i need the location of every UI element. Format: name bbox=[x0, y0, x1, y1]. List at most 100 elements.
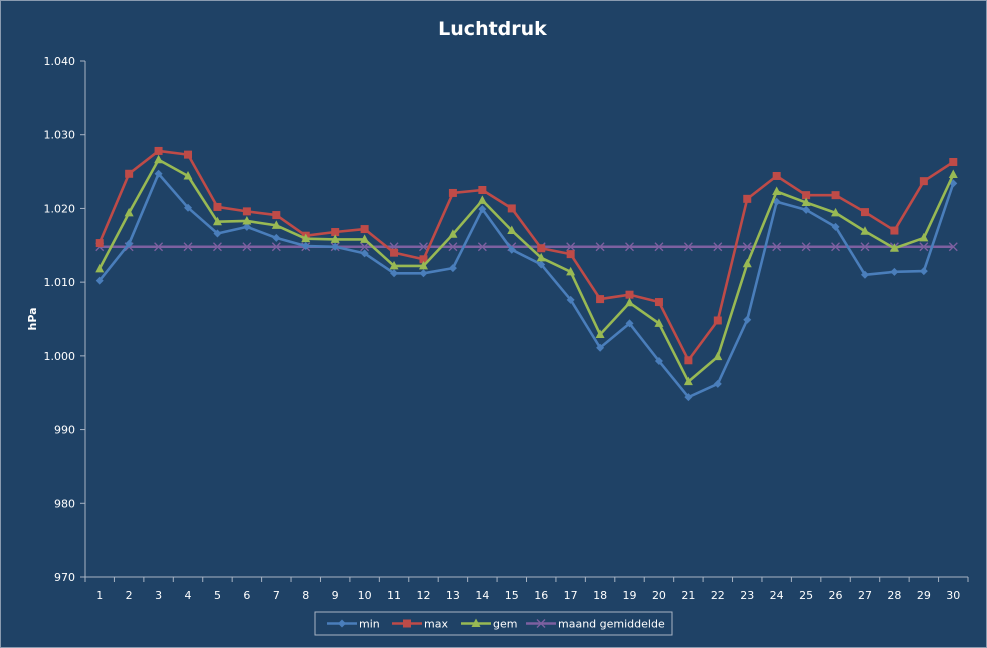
point bbox=[566, 250, 575, 259]
point-x-stroke bbox=[654, 242, 664, 252]
point bbox=[183, 242, 193, 252]
point bbox=[713, 379, 722, 388]
point bbox=[301, 233, 311, 243]
point bbox=[331, 242, 340, 251]
x-tick-label: 1 bbox=[96, 589, 103, 602]
x-tick-label: 10 bbox=[358, 589, 372, 602]
x-tick-label: 27 bbox=[858, 589, 872, 602]
point bbox=[418, 260, 428, 270]
point bbox=[683, 376, 693, 386]
legend-item: max bbox=[392, 618, 448, 631]
point-x-stroke bbox=[212, 242, 222, 252]
point-x-stroke bbox=[183, 242, 193, 252]
x-tick-label: 19 bbox=[623, 589, 637, 602]
point bbox=[403, 619, 411, 628]
point-x-stroke bbox=[683, 242, 693, 252]
point-x-stroke bbox=[360, 242, 370, 252]
point-x-stroke bbox=[713, 242, 723, 252]
point bbox=[802, 205, 811, 214]
point bbox=[184, 203, 193, 212]
point bbox=[242, 215, 252, 225]
point bbox=[742, 242, 752, 252]
legend-item: gem bbox=[461, 618, 517, 631]
x-tick-label: 8 bbox=[302, 589, 309, 602]
x-tick-label: 13 bbox=[446, 589, 460, 602]
point bbox=[390, 248, 399, 257]
point bbox=[95, 276, 104, 285]
series-line bbox=[98, 158, 955, 383]
point bbox=[919, 242, 929, 252]
x-tick-label: 17 bbox=[564, 589, 578, 602]
y-tick-label: 990 bbox=[54, 424, 75, 437]
point bbox=[154, 146, 163, 155]
point bbox=[125, 169, 134, 178]
legend-item: maand gemiddelde bbox=[526, 618, 665, 631]
point bbox=[595, 329, 605, 338]
x-tick-label: 23 bbox=[740, 589, 754, 602]
series-layer bbox=[95, 146, 958, 402]
series-min bbox=[95, 169, 958, 402]
point bbox=[338, 619, 346, 628]
point-x-stroke bbox=[919, 242, 929, 252]
point bbox=[478, 205, 487, 214]
chart-title: Luchtdruk bbox=[438, 18, 547, 40]
point bbox=[684, 356, 693, 365]
point bbox=[154, 154, 164, 164]
point-x-stroke bbox=[477, 242, 487, 252]
point bbox=[742, 258, 752, 268]
point bbox=[831, 191, 840, 200]
point-x-stroke bbox=[271, 242, 281, 252]
point bbox=[713, 351, 723, 361]
x-tick-label: 28 bbox=[887, 589, 901, 602]
point bbox=[625, 297, 635, 307]
point bbox=[271, 242, 281, 252]
point bbox=[212, 242, 222, 252]
point-x-stroke bbox=[154, 242, 164, 252]
point bbox=[625, 319, 634, 328]
x-tick-label: 14 bbox=[475, 589, 489, 602]
point bbox=[802, 191, 811, 200]
point bbox=[331, 228, 340, 237]
point bbox=[301, 242, 310, 251]
point bbox=[419, 269, 428, 278]
y-tick-label: 1.010 bbox=[44, 276, 76, 289]
point bbox=[860, 242, 870, 252]
point bbox=[360, 225, 369, 234]
series-gem bbox=[95, 154, 958, 386]
x-tick-label: 5 bbox=[214, 589, 221, 602]
point bbox=[95, 239, 104, 248]
point bbox=[507, 204, 516, 213]
point-x-stroke bbox=[801, 242, 811, 252]
point bbox=[772, 242, 782, 252]
x-tick-label: 25 bbox=[799, 589, 813, 602]
point bbox=[242, 222, 251, 231]
point bbox=[471, 618, 481, 627]
point bbox=[536, 252, 546, 262]
point bbox=[890, 226, 899, 235]
point bbox=[330, 234, 340, 243]
point-x-stroke bbox=[860, 242, 870, 252]
point bbox=[272, 211, 281, 220]
point bbox=[477, 242, 487, 252]
y-tick-label: 1.000 bbox=[44, 350, 76, 363]
legend-label: gem bbox=[493, 618, 517, 631]
legend-label: min bbox=[359, 618, 380, 631]
point bbox=[713, 242, 723, 252]
x-tick-label: 21 bbox=[681, 589, 695, 602]
point bbox=[860, 270, 869, 279]
point bbox=[831, 222, 840, 231]
point-x-stroke bbox=[566, 242, 576, 252]
point bbox=[360, 249, 369, 258]
point bbox=[596, 295, 605, 304]
point-x-stroke bbox=[831, 242, 841, 252]
point bbox=[654, 242, 664, 252]
point bbox=[419, 242, 428, 252]
point bbox=[654, 318, 664, 327]
point bbox=[507, 225, 517, 235]
point bbox=[566, 266, 576, 276]
point bbox=[595, 242, 605, 252]
x-tick-label: 24 bbox=[770, 589, 784, 602]
point bbox=[772, 171, 781, 180]
point bbox=[625, 290, 634, 299]
